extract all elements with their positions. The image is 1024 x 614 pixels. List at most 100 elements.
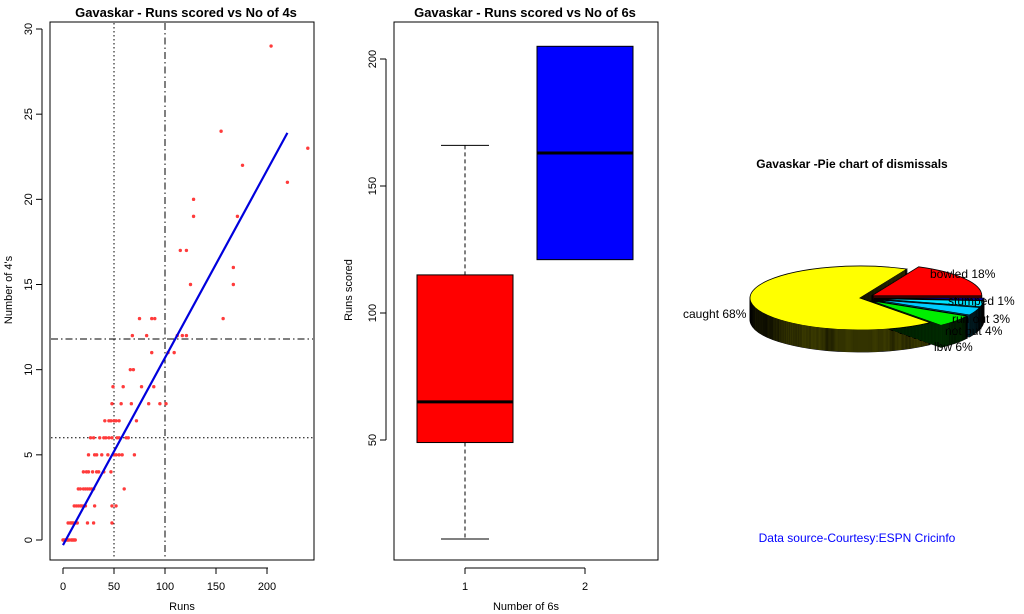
scatter-plot-frame <box>49 21 315 561</box>
scatter-point <box>139 385 144 389</box>
scatter-point <box>131 367 136 372</box>
scatter-point <box>110 402 114 406</box>
scatter-point <box>119 402 123 406</box>
scatter-point <box>191 214 196 219</box>
scatter-point <box>100 453 104 457</box>
scatter-y-tick-label: 25 <box>23 108 35 120</box>
boxplot-y-tick-label: 100 <box>367 304 379 322</box>
boxplot-box <box>416 274 514 444</box>
scatter-point <box>285 180 290 184</box>
scatter-point <box>221 316 225 321</box>
scatter-x-ticks: 0 50 100 150 200 <box>60 568 276 593</box>
scatter-point <box>231 265 236 270</box>
scatter-point <box>150 316 154 321</box>
scatter-point <box>120 453 124 457</box>
scatter-point <box>88 436 93 440</box>
scatter-point <box>91 521 96 525</box>
scatter-point <box>128 367 133 372</box>
scatter-points <box>61 44 310 542</box>
scatter-point <box>103 419 107 423</box>
scatter-point <box>86 453 91 457</box>
pie-label: stumped 1% <box>948 294 1015 308</box>
scatter-point <box>158 402 162 406</box>
scatter-point <box>86 470 91 474</box>
pie-chart: Gavaskar -Pie chart of dismissals caught… <box>683 157 1015 545</box>
scatter-point <box>114 504 118 508</box>
pie-slice <box>872 299 981 316</box>
scatter-point <box>90 470 95 474</box>
data-source-note: Data source-Courtesy:ESPN Cricinfo <box>759 531 956 545</box>
scatter-point <box>231 282 236 287</box>
scatter-y-tick-label: 20 <box>23 193 35 205</box>
boxplot-x-tick-label: 2 <box>582 581 588 593</box>
scatter-point <box>78 487 83 491</box>
pie-slice <box>873 297 985 301</box>
scatter-point <box>184 248 189 253</box>
scatter-point <box>114 419 118 423</box>
scatter-point <box>153 316 157 321</box>
scatter-reference-lines <box>51 23 313 559</box>
scatter-point <box>146 402 151 406</box>
boxplot-title: Gavaskar - Runs scored vs No of 6s <box>414 5 636 20</box>
boxplot-x-tick-label: 1 <box>462 581 468 593</box>
scatter-point <box>235 214 240 219</box>
pie-labels: caught 68% bowled 18% stumped 1% run out 3%… <box>683 267 1015 354</box>
scatter-chart: Gavaskar - Runs scored vs No of 4s 0 50 10… <box>3 5 315 613</box>
scatter-x-label: Runs <box>169 601 195 613</box>
scatter-y-tick-label: 15 <box>23 278 35 290</box>
scatter-x-tick-label: 0 <box>60 581 66 593</box>
scatter-point <box>73 538 77 542</box>
scatter-point <box>180 333 185 338</box>
scatter-point <box>130 333 135 338</box>
pie-label: bowled 18% <box>930 267 996 281</box>
scatter-fit-line <box>62 132 289 546</box>
scatter-point <box>172 350 176 355</box>
scatter-x-tick-label: 150 <box>207 581 225 593</box>
scatter-y-tick-label: 30 <box>23 23 35 35</box>
scatter-point <box>85 521 90 525</box>
scatter-point <box>184 333 189 338</box>
pie-label: caught 68% <box>683 307 747 321</box>
scatter-point <box>306 146 310 150</box>
scatter-x-tick-label: 50 <box>108 581 120 593</box>
scatter-y-label: Number of 4's <box>3 255 15 324</box>
scatter-point <box>269 44 273 48</box>
scatter-point <box>126 436 130 440</box>
scatter-point <box>94 453 99 457</box>
scatter-point <box>178 248 182 253</box>
scatter-x-tick-label: 100 <box>156 581 174 593</box>
scatter-y-tick-label: 10 <box>23 364 35 376</box>
boxplot-x-label: Number of 6s <box>493 601 560 613</box>
pie-label: run out 3% <box>952 312 1010 326</box>
scatter-point <box>106 453 110 457</box>
pie-slice-tops <box>749 265 985 331</box>
scatter-point <box>121 385 125 389</box>
scatter-y-tick-label: 0 <box>23 537 35 543</box>
scatter-point <box>91 436 96 440</box>
boxplot-y-tick-label: 200 <box>367 50 379 68</box>
pie-label: lbw 6% <box>934 340 973 354</box>
scatter-point <box>114 453 118 457</box>
scatter-point <box>97 470 101 474</box>
scatter-title: Gavaskar - Runs scored vs No of 4s <box>75 5 297 20</box>
boxplot-y-ticks: 50 100 150 200 <box>367 50 386 446</box>
scatter-point <box>150 350 154 355</box>
scatter-point <box>164 402 168 406</box>
scatter-y-ticks: 0 5 10 15 20 25 30 <box>23 23 42 543</box>
scatter-point <box>122 487 126 491</box>
pie-label: not out 4% <box>945 324 1003 338</box>
pie-slice <box>749 265 932 331</box>
scatter-point <box>81 470 86 474</box>
scatter-point <box>110 504 114 508</box>
scatter-point <box>117 453 121 457</box>
scatter-point <box>117 419 121 423</box>
scatter-point <box>144 333 149 338</box>
scatter-point <box>98 436 102 440</box>
boxplot-y-label: Runs scored <box>343 259 355 321</box>
pie-slice <box>873 298 985 308</box>
scatter-point <box>191 197 196 202</box>
scatter-y-tick-label: 5 <box>23 452 35 458</box>
